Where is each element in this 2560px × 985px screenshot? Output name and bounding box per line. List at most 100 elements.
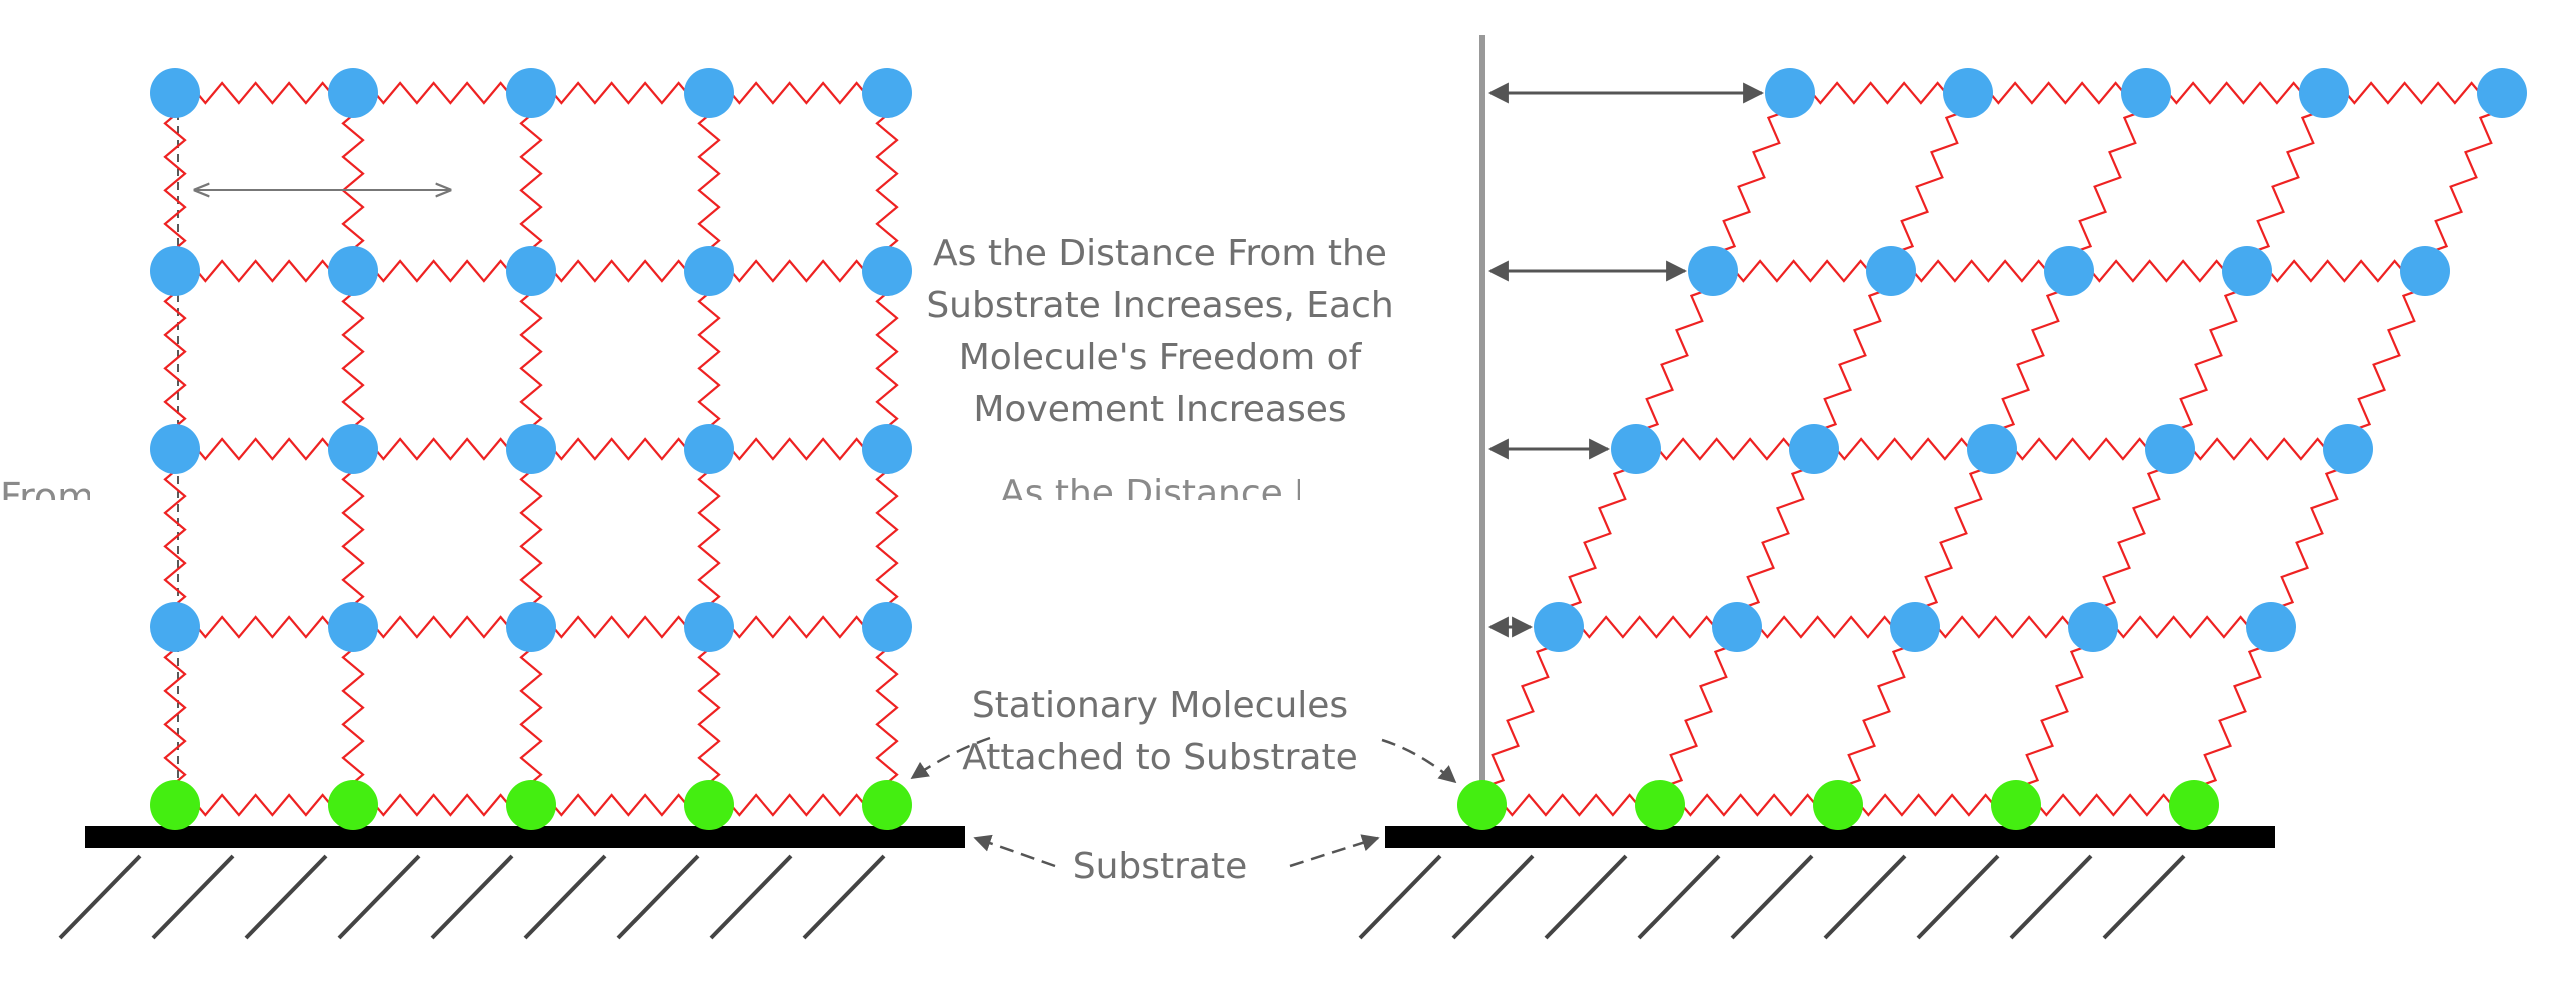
right-vertical-spring [1658, 626, 1739, 806]
left-free-molecule [150, 424, 200, 474]
left-vertical-spring [875, 627, 899, 805]
right-substrate-hatch-line [1637, 854, 1721, 940]
left-free-molecule [506, 246, 556, 296]
right-horizontal-spring [1482, 793, 1660, 817]
left-vertical-spring [163, 449, 187, 627]
right-vertical-spring [1990, 270, 2071, 450]
right-free-molecule [2121, 68, 2171, 118]
right-substrate-hatch-line [1358, 854, 1442, 940]
left-horizontal-spring [531, 437, 709, 461]
left-horizontal-spring [175, 793, 353, 817]
left-free-molecule [862, 246, 912, 296]
right-free-molecule [2246, 602, 2296, 652]
left-vertical-spring [519, 449, 543, 627]
left-horizontal-spring [353, 793, 531, 817]
left-substrate-hatch-line [244, 854, 328, 940]
left-substrate-hatch-line [151, 854, 235, 940]
right-horizontal-spring [1660, 793, 1838, 817]
left-free-molecule [684, 602, 734, 652]
right-free-molecule [1890, 602, 1940, 652]
left-free-molecule [862, 602, 912, 652]
left-vertical-spring [341, 93, 365, 271]
right-horizontal-spring [2069, 259, 2247, 283]
left-vertical-spring [519, 271, 543, 449]
cut-off-text-fragment-middle: As the Distance I [1000, 473, 1300, 500]
left-horizontal-spring [531, 793, 709, 817]
right-horizontal-spring [1559, 615, 1737, 639]
right-vertical-spring [2014, 626, 2095, 806]
right-horizontal-spring [1891, 259, 2069, 283]
left-substrate-hatch-line [523, 854, 607, 940]
right-free-molecule [1789, 424, 1839, 474]
substrate-label: Substrate [1072, 846, 1248, 887]
left-horizontal-spring [175, 437, 353, 461]
left-vertical-spring [341, 627, 365, 805]
left-vertical-spring [519, 627, 543, 805]
right-substrate-hatch-line [1823, 854, 1907, 940]
right-stationary-molecule [2169, 780, 2219, 830]
freedom-of-movement-label: As the Distance From the Substrate Incre… [926, 233, 1394, 430]
left-free-molecule [506, 424, 556, 474]
right-horizontal-spring [1737, 615, 1915, 639]
right-vertical-spring [1711, 92, 1792, 272]
right-free-molecule [2068, 602, 2118, 652]
left-stationary-molecule [328, 780, 378, 830]
stationary-molecules-label: Stationary Molecules Attached to Substra… [962, 685, 1358, 778]
left-horizontal-spring [709, 81, 887, 105]
right-vertical-spring [2423, 92, 2504, 272]
right-free-molecule [2044, 246, 2094, 296]
right-vertical-spring [1480, 626, 1561, 806]
right-free-molecule [1534, 602, 1584, 652]
left-stationary-molecule [506, 780, 556, 830]
right-vertical-spring [2192, 626, 2273, 806]
right-vertical-spring [2168, 270, 2249, 450]
left-stationary-molecule [862, 780, 912, 830]
right-free-molecule [2477, 68, 2527, 118]
right-horizontal-spring [2324, 81, 2502, 105]
left-vertical-spring [875, 449, 899, 627]
left-horizontal-spring [531, 615, 709, 639]
left-horizontal-spring [353, 259, 531, 283]
right-substrate-hatch-line [1544, 854, 1628, 940]
left-free-molecule [862, 424, 912, 474]
right-vertical-spring [1836, 626, 1917, 806]
right-horizontal-spring [2170, 437, 2348, 461]
right-stationary-molecule [1813, 780, 1863, 830]
left-vertical-spring [875, 271, 899, 449]
left-horizontal-spring [353, 81, 531, 105]
left-horizontal-spring [175, 615, 353, 639]
left-free-molecule [328, 68, 378, 118]
right-free-molecule [1866, 246, 1916, 296]
right-stationary-molecule [1457, 780, 1507, 830]
right-free-molecule [2323, 424, 2373, 474]
left-horizontal-spring [175, 259, 353, 283]
left-vertical-spring [697, 449, 721, 627]
left-vertical-spring [697, 627, 721, 805]
left-free-molecule [684, 246, 734, 296]
right-horizontal-spring [1814, 437, 1992, 461]
right-free-molecule [1765, 68, 1815, 118]
left-substrate-hatch-line [802, 854, 886, 940]
right-vertical-spring [1735, 448, 1816, 628]
pointer-arrow-right-substrate [1289, 834, 1380, 868]
right-substrate-bar [1385, 826, 2275, 848]
left-horizontal-spring [531, 81, 709, 105]
left-free-molecule [150, 68, 200, 118]
right-horizontal-spring [1915, 615, 2093, 639]
left-free-molecule [150, 602, 200, 652]
left-substrate-hatch-line [337, 854, 421, 940]
left-horizontal-spring [709, 615, 887, 639]
left-vertical-spring [163, 93, 187, 271]
left-vertical-spring [697, 93, 721, 271]
left-free-molecule [506, 602, 556, 652]
left-substrate-hatch-line [58, 854, 142, 940]
right-horizontal-spring [2247, 259, 2425, 283]
left-vertical-spring [163, 271, 187, 449]
right-vertical-spring [2245, 92, 2326, 272]
left-vertical-spring [341, 271, 365, 449]
right-free-molecule [1688, 246, 1738, 296]
right-vertical-spring [1557, 448, 1638, 628]
left-horizontal-spring [353, 615, 531, 639]
